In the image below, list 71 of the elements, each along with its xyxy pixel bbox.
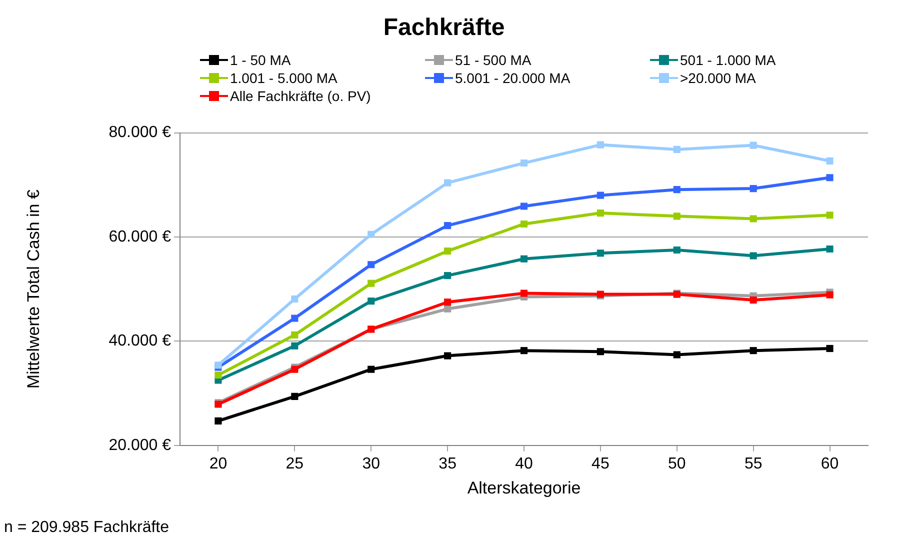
y-tick-label: 60.000 € bbox=[108, 228, 172, 246]
point bbox=[214, 417, 222, 424]
point bbox=[291, 314, 298, 322]
point bbox=[368, 298, 375, 305]
point bbox=[520, 290, 528, 297]
legend-label: 5.001 - 20.000 MA bbox=[455, 70, 570, 86]
x-tick-label: 50 bbox=[668, 455, 686, 472]
point bbox=[291, 295, 298, 303]
point bbox=[596, 348, 604, 356]
point bbox=[520, 347, 528, 354]
point bbox=[444, 248, 452, 255]
point bbox=[444, 272, 452, 280]
point bbox=[520, 202, 528, 210]
point bbox=[750, 185, 757, 192]
point bbox=[826, 291, 834, 298]
point bbox=[444, 352, 452, 360]
x-tick-label: 55 bbox=[744, 455, 762, 472]
y-tick-label: 40.000 € bbox=[108, 332, 172, 350]
point bbox=[826, 174, 834, 182]
x-tick-label: 25 bbox=[286, 455, 304, 472]
point bbox=[368, 366, 375, 373]
point bbox=[596, 250, 604, 257]
point bbox=[826, 344, 834, 352]
point bbox=[750, 347, 757, 354]
point bbox=[291, 331, 298, 338]
legend-label: 1.001 - 5.000 MA bbox=[230, 70, 338, 86]
point bbox=[596, 192, 604, 199]
legend-label: >20.000 MA bbox=[680, 70, 756, 86]
point bbox=[291, 392, 298, 400]
point bbox=[444, 179, 452, 186]
point bbox=[750, 142, 757, 149]
x-tick-label: 20 bbox=[209, 455, 228, 472]
y-axis-title: Mittelwerte Total Cash in € bbox=[24, 189, 43, 389]
x-tick-label: 35 bbox=[438, 455, 457, 472]
point bbox=[673, 246, 680, 254]
point bbox=[673, 146, 680, 154]
point bbox=[444, 305, 452, 312]
legend-label: 1 - 50 MA bbox=[230, 52, 291, 68]
point bbox=[291, 342, 298, 350]
point bbox=[444, 222, 452, 230]
x-tick-label: 30 bbox=[362, 455, 380, 472]
point bbox=[673, 212, 680, 220]
text: n = 209.985 Fachkräfte bbox=[4, 519, 169, 537]
point bbox=[750, 296, 757, 304]
point bbox=[520, 159, 528, 167]
point bbox=[444, 298, 452, 306]
point bbox=[826, 245, 834, 253]
point bbox=[214, 372, 222, 379]
x-axis-title: Alterskategorie bbox=[467, 478, 581, 498]
y-tick-label: 20.000 € bbox=[108, 436, 172, 454]
point bbox=[368, 261, 375, 268]
point bbox=[826, 212, 834, 219]
x-tick-label: 40 bbox=[515, 455, 533, 472]
point bbox=[750, 252, 757, 260]
y-tick-label: 80.000 € bbox=[108, 124, 172, 142]
point bbox=[520, 220, 528, 228]
chart-title: Fachkräfte bbox=[383, 14, 505, 42]
point bbox=[673, 351, 680, 358]
point bbox=[368, 280, 375, 287]
legend-label: Alle Fachkräfte (o. PV) bbox=[230, 88, 371, 104]
point bbox=[596, 210, 604, 217]
legend-label: 501 - 1.000 MA bbox=[680, 52, 776, 68]
point bbox=[368, 230, 375, 238]
point bbox=[520, 255, 528, 262]
point bbox=[750, 215, 757, 222]
legend-label: 51 - 500 MA bbox=[455, 52, 532, 68]
x-tick-label: 45 bbox=[592, 455, 610, 472]
point bbox=[596, 141, 604, 148]
point bbox=[826, 157, 834, 164]
point bbox=[673, 186, 680, 194]
x-tick-label: 60 bbox=[820, 455, 839, 472]
